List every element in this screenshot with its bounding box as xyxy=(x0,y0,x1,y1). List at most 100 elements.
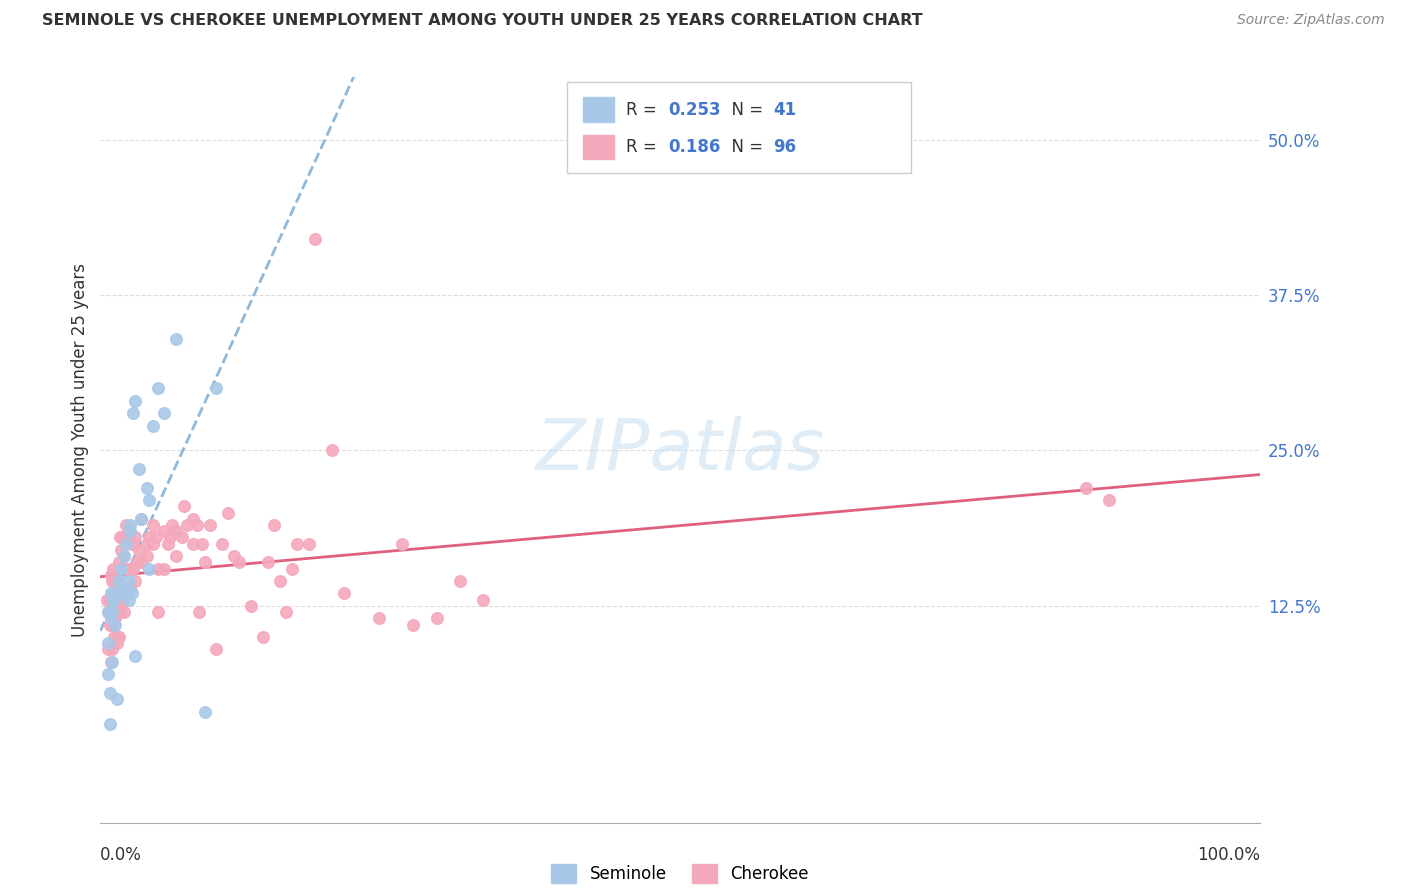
Point xyxy=(186,518,208,533)
Point xyxy=(97,636,120,650)
Point xyxy=(128,462,150,476)
Point xyxy=(173,500,195,514)
Point xyxy=(96,592,118,607)
Point xyxy=(165,549,187,563)
Point xyxy=(97,605,120,619)
Point xyxy=(108,630,131,644)
Point xyxy=(135,481,157,495)
Point xyxy=(101,642,124,657)
Text: 100.0%: 100.0% xyxy=(1197,846,1260,863)
Point xyxy=(205,381,228,395)
Text: 0.253: 0.253 xyxy=(668,101,720,119)
Point xyxy=(112,549,135,563)
Point xyxy=(280,561,302,575)
Point xyxy=(100,567,122,582)
Point xyxy=(211,537,233,551)
Point xyxy=(217,506,239,520)
Point xyxy=(105,574,128,588)
Point xyxy=(426,611,449,625)
Point xyxy=(127,555,149,569)
Point xyxy=(111,592,134,607)
Point xyxy=(105,636,128,650)
Point xyxy=(121,586,143,600)
Point xyxy=(194,705,217,719)
Point xyxy=(367,611,389,625)
Text: SEMINOLE VS CHEROKEE UNEMPLOYMENT AMONG YOUTH UNDER 25 YEARS CORRELATION CHART: SEMINOLE VS CHEROKEE UNEMPLOYMENT AMONG … xyxy=(42,13,922,29)
Point xyxy=(118,524,141,539)
Point xyxy=(228,555,250,569)
Point xyxy=(104,586,127,600)
Point xyxy=(449,574,471,588)
Point xyxy=(101,617,124,632)
Point xyxy=(121,406,143,420)
Point xyxy=(124,393,146,408)
Point xyxy=(108,574,131,588)
Point xyxy=(141,537,163,551)
Point xyxy=(194,555,217,569)
Point xyxy=(124,648,146,663)
Point xyxy=(98,592,121,607)
Point xyxy=(160,518,183,533)
Point xyxy=(165,524,187,539)
Point xyxy=(100,611,122,625)
Point xyxy=(274,605,297,619)
Point xyxy=(110,561,132,575)
Point xyxy=(103,586,125,600)
Point xyxy=(176,518,198,533)
Point xyxy=(108,605,131,619)
Point xyxy=(101,655,124,669)
Point xyxy=(333,586,356,600)
Point xyxy=(101,561,124,575)
Point xyxy=(105,692,128,706)
Point xyxy=(101,574,124,588)
Point xyxy=(108,580,131,594)
Point xyxy=(115,518,138,533)
Point xyxy=(129,512,152,526)
Point xyxy=(98,617,121,632)
Point xyxy=(100,655,122,669)
Point xyxy=(222,549,245,563)
Point xyxy=(97,605,120,619)
Point xyxy=(153,524,176,539)
Point xyxy=(101,592,124,607)
Point xyxy=(101,592,124,607)
Point xyxy=(100,611,122,625)
Point xyxy=(159,531,181,545)
Point xyxy=(148,605,170,619)
Point xyxy=(135,537,157,551)
Point xyxy=(115,580,138,594)
Point xyxy=(471,592,494,607)
Point xyxy=(121,537,143,551)
Point xyxy=(269,574,291,588)
Point xyxy=(108,586,131,600)
Point xyxy=(252,630,274,644)
Point xyxy=(110,543,132,558)
Point xyxy=(141,418,163,433)
Text: ZIPatlas: ZIPatlas xyxy=(536,416,824,485)
Point xyxy=(97,642,120,657)
Point xyxy=(128,543,150,558)
Point xyxy=(110,599,132,613)
Point xyxy=(121,561,143,575)
Point xyxy=(100,586,122,600)
Point xyxy=(153,561,176,575)
Point xyxy=(111,531,134,545)
Point xyxy=(170,531,193,545)
Point xyxy=(141,518,163,533)
Point xyxy=(391,537,413,551)
Point xyxy=(156,537,179,551)
Point xyxy=(402,617,425,632)
Text: 41: 41 xyxy=(773,101,796,119)
Text: N =: N = xyxy=(721,101,769,119)
Point xyxy=(1098,493,1121,508)
Point xyxy=(115,537,138,551)
Point xyxy=(108,531,131,545)
Point xyxy=(1074,481,1097,495)
Point xyxy=(103,592,125,607)
Point xyxy=(145,531,167,545)
Point xyxy=(124,574,146,588)
Point xyxy=(98,686,121,700)
Point xyxy=(104,574,127,588)
Point xyxy=(103,630,125,644)
Text: R =: R = xyxy=(626,138,662,156)
